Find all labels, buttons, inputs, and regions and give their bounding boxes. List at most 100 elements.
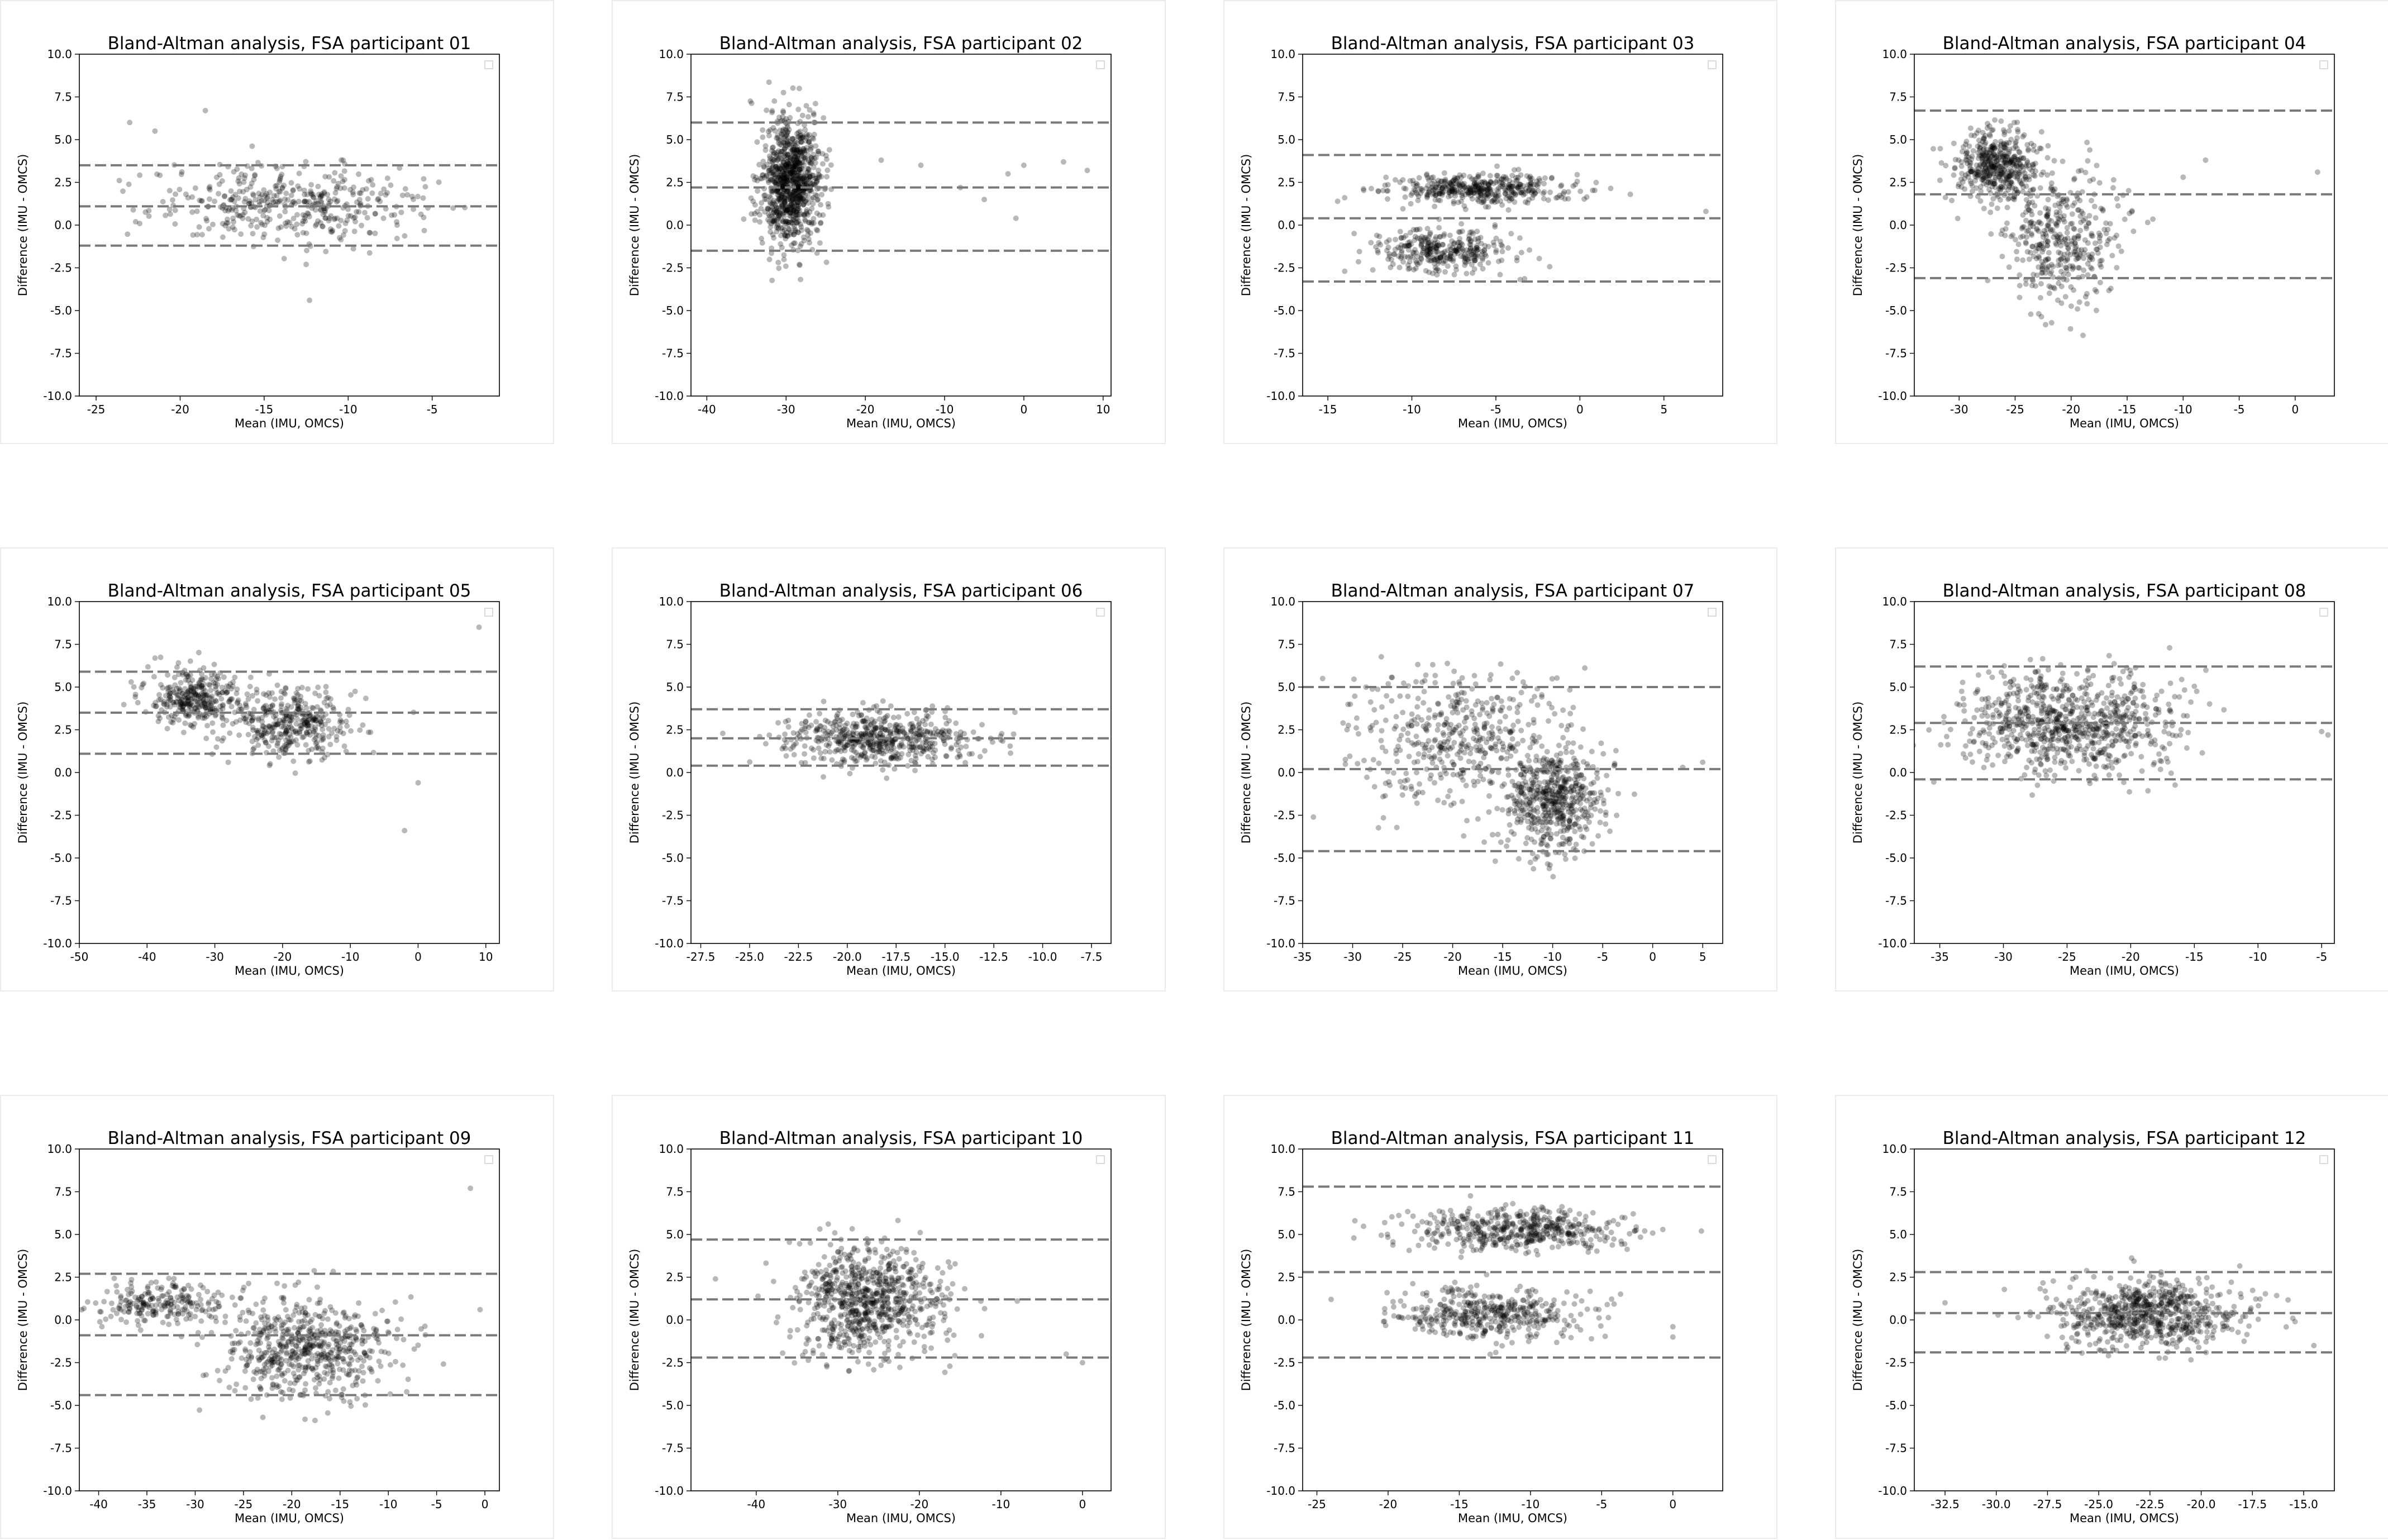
data-point [787, 115, 793, 121]
data-point [2068, 284, 2074, 290]
data-point [1951, 173, 1957, 178]
data-point [1546, 718, 1551, 724]
data-point [2122, 217, 2128, 222]
data-point [285, 197, 291, 203]
y-tick-label: 10.0 [1882, 47, 1907, 61]
data-point [294, 716, 300, 722]
data-point [415, 194, 421, 199]
data-point [2050, 264, 2056, 269]
data-point [771, 235, 776, 241]
data-point [797, 262, 802, 268]
data-point [1955, 216, 1961, 221]
data-point [1455, 710, 1460, 716]
data-point [1451, 681, 1456, 686]
data-point [1520, 738, 1526, 743]
data-point [876, 746, 881, 752]
data-point [1427, 707, 1432, 713]
data-point [917, 725, 922, 731]
data-point [302, 188, 307, 193]
data-point [752, 217, 758, 223]
x-tick-label: -7.5 [1081, 950, 1103, 964]
data-point [1441, 233, 1447, 239]
data-point [213, 699, 219, 704]
data-point [1414, 733, 1419, 739]
data-point [1703, 209, 1709, 214]
data-point [367, 250, 373, 256]
data-point [1552, 711, 1557, 717]
data-point [2014, 256, 2020, 262]
chart-title: Bland-Altman analysis, FSA participant 0… [108, 34, 471, 54]
data-point [1526, 758, 1532, 764]
data-point [261, 704, 267, 709]
data-point [829, 757, 835, 763]
data-point [785, 175, 790, 180]
y-tick-label: -2.5 [1885, 261, 1907, 275]
data-point [1386, 251, 1392, 257]
data-point [271, 735, 277, 740]
data-point [1471, 190, 1477, 196]
data-point [1402, 254, 1408, 260]
data-point [2070, 211, 2075, 217]
chart-panel: Bland-Altman analysis, FSA participant 0… [0, 547, 554, 991]
data-point [1432, 780, 1437, 785]
scatter-points [121, 624, 482, 833]
data-point [776, 265, 781, 271]
data-point [1440, 186, 1445, 192]
data-point [824, 174, 830, 179]
y-axis-label: Difference (IMU - OMCS) [16, 702, 30, 844]
data-point [240, 189, 246, 194]
data-point [1370, 267, 1376, 273]
data-point [1445, 794, 1451, 799]
data-point [1011, 731, 1017, 737]
data-point [2045, 155, 2051, 161]
data-point [2036, 311, 2042, 317]
data-point [1549, 175, 1555, 181]
data-point [2068, 239, 2074, 244]
data-point [152, 655, 158, 661]
data-point [1379, 738, 1384, 743]
y-tick-label: -2.5 [662, 261, 684, 275]
data-point [824, 168, 830, 173]
data-point [1584, 194, 1590, 200]
data-point [912, 767, 918, 773]
data-point [2053, 240, 2058, 246]
data-point [817, 212, 822, 218]
data-point [202, 700, 207, 706]
data-point [1397, 265, 1403, 270]
data-point [1549, 705, 1555, 711]
data-point [1558, 183, 1564, 189]
data-point [2033, 249, 2039, 254]
data-point [307, 298, 312, 303]
data-point [156, 692, 162, 698]
data-point [373, 231, 378, 236]
data-point [226, 760, 231, 765]
data-point [271, 714, 277, 719]
data-point [179, 169, 185, 175]
data-point [940, 727, 946, 733]
data-point [1448, 181, 1453, 187]
data-point [821, 115, 826, 121]
data-point [125, 231, 130, 237]
data-point [1520, 192, 1526, 198]
data-point [822, 749, 828, 755]
x-tick-label: -5 [427, 403, 438, 416]
data-point [811, 747, 816, 752]
data-point [1458, 755, 1464, 761]
data-point [749, 101, 755, 106]
y-tick-label: 5.0 [1889, 133, 1907, 146]
data-point [813, 101, 818, 107]
data-point [327, 742, 333, 747]
data-point [780, 169, 785, 174]
data-point [293, 737, 299, 743]
data-point [359, 223, 364, 228]
data-point [2075, 265, 2081, 270]
data-point [1388, 265, 1393, 270]
data-point [177, 187, 182, 192]
data-point [795, 107, 801, 112]
data-point [352, 689, 358, 694]
data-point [1531, 720, 1537, 726]
data-point [2045, 143, 2051, 149]
data-point [783, 219, 788, 225]
data-point [279, 171, 284, 177]
data-point [1400, 727, 1406, 732]
